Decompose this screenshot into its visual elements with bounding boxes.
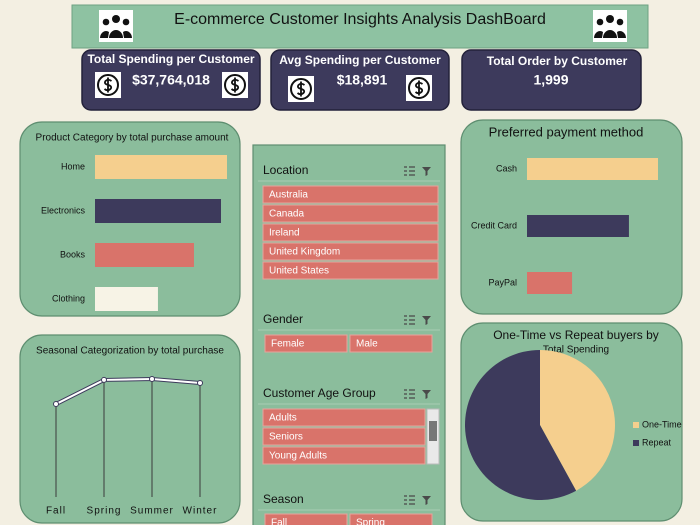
slicer-title: Gender	[263, 312, 303, 326]
chart-panel	[19, 334, 241, 524]
legend-label: One-Time	[642, 419, 682, 429]
slicer-item[interactable]	[262, 223, 439, 242]
slicer-title: Customer Age Group	[263, 386, 376, 400]
chart-title: Seasonal Categorization by total purchas…	[36, 346, 224, 357]
legend-label: Repeat	[642, 437, 672, 447]
bar	[95, 155, 227, 179]
slicer-item[interactable]	[349, 334, 433, 353]
pie-slice	[465, 350, 577, 501]
bar	[527, 272, 573, 294]
chart-title: Preferred payment method	[489, 124, 644, 139]
kpi-card	[270, 49, 450, 111]
slicer-title: Location	[263, 163, 308, 177]
point	[149, 376, 155, 382]
bar	[95, 243, 194, 267]
bar	[95, 287, 158, 311]
kpi-value: 1,999	[533, 72, 568, 88]
header-banner	[71, 4, 649, 49]
kpi-card	[461, 49, 642, 111]
bar	[527, 215, 629, 237]
kpi-title: Total Spending per Customer	[87, 52, 254, 66]
chart-title: One-Time vs Repeat buyers by	[493, 328, 659, 342]
legend-swatch	[633, 422, 639, 428]
filter-icon[interactable]	[422, 167, 431, 176]
category-label: Home	[61, 161, 85, 171]
bar	[527, 158, 658, 180]
slicer-item-label[interactable]: United States	[269, 266, 329, 277]
slicer-item-label[interactable]: Female	[271, 339, 305, 350]
kpi-title: Total Order by Customer	[487, 54, 628, 68]
category-label: Summer	[130, 506, 174, 517]
slicer-item[interactable]	[262, 204, 439, 223]
category-label: Books	[60, 249, 86, 259]
filter-icon[interactable]	[422, 496, 431, 505]
slicer-item[interactable]	[264, 513, 348, 525]
multi-select-icon	[404, 389, 415, 399]
category-label: Fall	[46, 506, 66, 517]
multi-select-icon	[404, 166, 415, 176]
scrollbar-thumb[interactable]	[429, 421, 437, 441]
dollar-icons	[95, 72, 432, 102]
category-label: Clothing	[52, 293, 85, 303]
slicer-title: Season	[263, 492, 304, 506]
point	[101, 376, 107, 383]
slicer-item-label[interactable]: United Kingdom	[269, 247, 340, 258]
pie-slice	[540, 350, 615, 491]
category-label: Spring	[87, 506, 122, 517]
point	[53, 401, 59, 408]
slicer-item[interactable]	[262, 261, 439, 280]
slicer-item-label[interactable]: Adults	[269, 413, 297, 424]
slicer-item[interactable]	[349, 513, 433, 525]
slicer-item[interactable]	[262, 427, 426, 446]
slicer-item-label[interactable]: Spring	[356, 518, 385, 525]
slicer-item-label[interactable]: Seniors	[269, 432, 303, 443]
category-label: Winter	[183, 506, 218, 517]
point	[197, 379, 203, 386]
category-label: Electronics	[41, 205, 86, 215]
slicer-item[interactable]	[262, 242, 439, 261]
filter-icon[interactable]	[422, 316, 431, 325]
slicer-item[interactable]	[262, 185, 439, 204]
slicer-item-label[interactable]: Canada	[269, 209, 304, 220]
slicer-item-label[interactable]: Fall	[271, 518, 287, 525]
people-icon	[99, 10, 133, 42]
line	[55, 377, 201, 405]
filter-icon[interactable]	[422, 390, 431, 399]
multi-select-icon	[404, 315, 415, 325]
category-label: Credit Card	[471, 220, 517, 230]
kpi-title: Avg Spending per Customer	[279, 53, 441, 67]
multi-select-icon	[404, 495, 415, 505]
chart-subtitle: Total Spending	[543, 345, 609, 356]
slicer-item-label[interactable]: Male	[356, 339, 378, 350]
kpi-card	[81, 49, 261, 111]
dashboard-title: E-commerce Customer Insights Analysis Da…	[174, 11, 546, 28]
slicer-item-label[interactable]: Australia	[269, 190, 308, 201]
slicer-item[interactable]	[264, 334, 348, 353]
slicer-item[interactable]	[262, 408, 426, 427]
people-icon	[593, 10, 627, 42]
kpi-value: $18,891	[337, 72, 388, 88]
slicer-item-label[interactable]: Young Adults	[269, 451, 327, 462]
chart-title: Product Category by total purchase amoun…	[36, 133, 229, 144]
kpi-value: $37,764,018	[132, 72, 210, 88]
category-label: PayPal	[488, 277, 517, 287]
legend-swatch	[633, 440, 639, 446]
bar	[95, 199, 221, 223]
slicer-item-label[interactable]: Ireland	[269, 228, 300, 239]
slicer-item[interactable]	[262, 446, 426, 465]
category-label: Cash	[496, 163, 517, 173]
